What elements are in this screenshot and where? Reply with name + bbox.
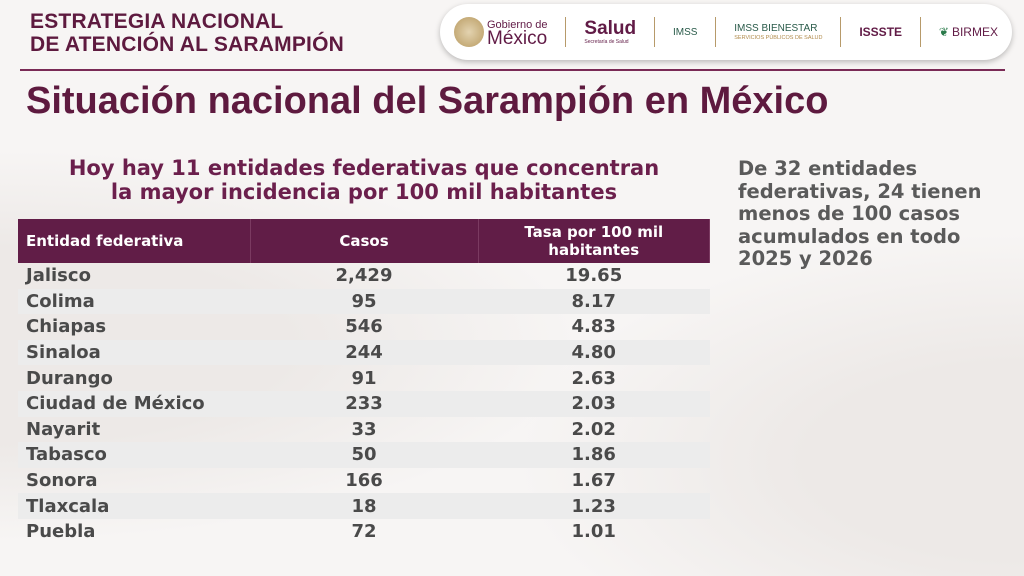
table-row: Colima 95 8.17 [18,288,710,315]
incidence-table: Entidad federativa Casos Tasa por 100 mi… [18,219,710,545]
divider [840,17,842,47]
tasa-cell: 2.63 [571,367,616,389]
logo-gobierno-mexico: Gobierno de México [454,17,548,49]
header-casos: Casos [250,219,479,263]
entidad-cell: Tabasco [18,442,250,468]
casos-cell: 72 [351,521,377,543]
casos-cell: 244 [250,339,478,366]
page-title: Situación nacional del Sarampión en Méxi… [26,80,829,122]
tasa-cell: 8.17 [478,288,710,315]
entidad-cell: Tlaxcala [18,493,250,519]
logo-text: México [487,28,548,49]
entidad-cell: Chiapas [26,316,107,338]
divider [654,17,656,47]
subtitle-line-1: Hoy hay 11 entidades federativas que con… [68,156,660,180]
casos-cell: 233 [250,390,478,417]
entidad-cell: Durango [26,367,113,389]
tasa-cell: 1.86 [478,442,710,468]
entidad-cell: Sinaloa [18,339,250,366]
casos-cell: 166 [345,470,383,492]
tasa-cell: 4.80 [478,339,710,366]
table-row: Chiapas 546 4.83 [18,314,710,340]
table-subtitle: Hoy hay 11 entidades federativas que con… [18,156,710,204]
table-row: Sinaloa 244 4.80 [18,339,710,366]
entidad-cell: Sonora [26,470,98,492]
national-seal-icon [454,17,484,47]
entidad-cell: Puebla [26,521,96,543]
casos-cell: 18 [250,493,478,519]
logo-imss-bienestar: IMSS BIENESTAR SERVICIOS PÚBLICOS DE SAL… [734,23,822,41]
tasa-cell: 2.02 [571,418,616,440]
strategy-line-2: DE ATENCIÓN AL SARAMPIÓN [30,33,344,56]
leaf-icon: ❦ [938,25,949,39]
logo-salud: Salud Secretaría de Salud [584,18,637,46]
divider [715,17,717,47]
casos-cell: 2,429 [335,265,393,287]
tasa-cell: 1.67 [571,470,616,492]
divider [565,17,567,47]
logo-text: Gobierno de [487,19,548,31]
table-header-row: Entidad federativa Casos Tasa por 100 mi… [18,219,710,263]
logo-birmex: ❦ BIRMEX [939,25,998,39]
tasa-cell: 4.83 [571,316,616,338]
tasa-cell: 2.03 [478,390,710,417]
logo-text: Secretaría de Salud [584,39,629,45]
table-row: Sonora 166 1.67 [18,468,710,494]
table-row: Nayarit 33 2.02 [18,417,710,443]
table-row: Tlaxcala 18 1.23 [18,493,710,519]
tasa-cell: 1.01 [571,521,616,543]
logo-text: Salud [584,18,637,39]
logo-text: BIRMEX [951,25,998,39]
entidad-cell: Nayarit [26,418,101,440]
logo-issste: ISSSTE [859,25,902,39]
side-note: De 32 entidades federativas, 24 tienen m… [738,157,982,270]
logo-text: ISSSTE [859,25,903,39]
tasa-cell: 19.65 [565,265,623,287]
entidad-cell: Ciudad de México [18,390,250,417]
table-row: Tabasco 50 1.86 [18,442,710,468]
casos-cell: 50 [250,442,478,468]
table-row: Puebla 72 1.01 [18,519,710,545]
tasa-cell: 1.23 [478,493,710,519]
institution-logos-bar: Gobierno de México Salud Secretaría de Sa… [440,4,1012,60]
casos-cell: 91 [351,367,377,389]
strategy-line-1: ESTRATEGIA NACIONAL [30,10,284,33]
logo-text: IMSS BIENESTAR [734,23,818,34]
logo-imss: IMSS [673,27,697,38]
logo-text: IMSS [672,26,698,38]
header-entidad: Entidad federativa [18,219,251,263]
table-row: Ciudad de México 233 2.03 [18,390,710,417]
casos-cell: 95 [250,288,478,315]
header-tasa: Tasa por 100 mil habitantes [478,219,710,263]
subtitle-line-2: la mayor incidencia por 100 mil habitant… [110,180,618,204]
logo-text: SERVICIOS PÚBLICOS DE SALUD [734,35,823,41]
entidad-cell: Jalisco [26,265,91,287]
divider [919,17,921,47]
strategy-title: ESTRATEGIA NACIONAL DE ATENCIÓN AL SARAM… [30,10,344,56]
casos-cell: 33 [351,418,377,440]
header-divider [20,69,1005,71]
entidad-cell: Colima [18,288,250,315]
table-row: Jalisco 2,429 19.65 [18,263,710,289]
casos-cell: 546 [345,316,383,338]
table-row: Durango 91 2.63 [18,365,710,391]
